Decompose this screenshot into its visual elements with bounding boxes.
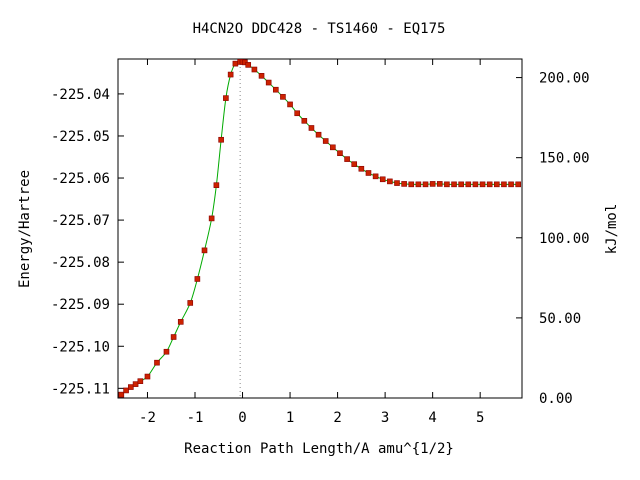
data-point <box>436 181 443 187</box>
data-point <box>472 181 479 188</box>
x-tick-label: 2 <box>333 410 341 426</box>
data-point <box>194 276 201 282</box>
y-tick-label: -225.07 <box>51 213 110 229</box>
data-point <box>401 181 407 187</box>
data-point <box>137 378 144 384</box>
data-point <box>415 181 422 188</box>
data-point <box>272 86 279 93</box>
data-point <box>232 60 239 67</box>
data-point <box>201 247 208 254</box>
data-point <box>322 138 329 144</box>
y-tick-label: -225.08 <box>51 255 110 271</box>
data-point <box>501 181 507 188</box>
data-point <box>465 181 472 188</box>
data-point <box>387 178 393 185</box>
data-point <box>287 101 293 108</box>
data-point <box>227 71 234 78</box>
data-point <box>265 79 272 86</box>
y2-axis-label: kJ/mol <box>604 204 620 255</box>
data-point <box>301 118 308 124</box>
data-point <box>315 131 322 138</box>
x-tick-label: 1 <box>286 410 294 426</box>
y-axis-label: Energy/Hartree <box>17 170 33 288</box>
data-point <box>218 136 224 143</box>
series-line <box>120 61 519 396</box>
data-point <box>379 176 386 183</box>
series-layer <box>118 59 521 398</box>
y2-tick-label: 50.00 <box>539 311 581 327</box>
data-point <box>208 215 215 222</box>
y-tick-label: -225.05 <box>51 129 110 145</box>
data-point <box>444 181 450 188</box>
axes-layer: -2 -1 0 1 2 3 4 5 -225.04 -225.05 -225.06 -225.07 -2… <box>51 59 590 426</box>
data-point <box>154 359 160 366</box>
data-point <box>344 156 350 162</box>
y2-tick-label: 100.00 <box>539 231 590 247</box>
data-point <box>365 170 372 176</box>
y2-tick-label: 200.00 <box>539 71 590 87</box>
data-point <box>132 381 139 387</box>
data-point <box>422 181 429 188</box>
y-tick-label: -225.04 <box>51 87 110 103</box>
data-point <box>308 125 315 131</box>
y-tick-label: -225.11 <box>51 381 110 397</box>
x-tick-label: -2 <box>139 410 156 426</box>
data-point <box>458 181 464 188</box>
plot-frame <box>117 58 523 399</box>
data-point <box>337 150 343 157</box>
data-point <box>358 165 365 172</box>
data-point <box>258 73 265 79</box>
data-point <box>494 181 500 188</box>
data-point <box>128 384 134 390</box>
chart-title: H4CN2O DDC428 - TS1460 - EQ175 <box>193 21 446 37</box>
data-point <box>251 66 258 73</box>
x-tick-label: 4 <box>428 410 436 426</box>
data-point <box>408 181 415 188</box>
y-tick-label: -225.06 <box>51 171 110 187</box>
x-tick-label: 5 <box>476 410 484 426</box>
data-point <box>223 95 229 101</box>
data-point <box>294 110 300 117</box>
y2-tick-label: 150.00 <box>539 151 590 167</box>
data-point <box>515 181 521 188</box>
data-point <box>351 161 358 167</box>
data-point <box>394 180 400 186</box>
data-point <box>245 62 252 68</box>
y-tick-label: -225.09 <box>51 297 110 313</box>
data-point <box>170 334 177 340</box>
data-point <box>123 387 129 394</box>
data-point <box>372 173 379 180</box>
data-point <box>187 300 194 306</box>
x-axis-label: Reaction Path Length/A amu^{1/2} <box>184 441 454 457</box>
data-point <box>486 181 493 188</box>
data-point <box>177 319 184 325</box>
data-point <box>479 181 486 188</box>
data-point <box>144 373 151 380</box>
data-point <box>451 181 457 188</box>
y-tick-label: -225.10 <box>51 339 110 355</box>
x-tick-label: 0 <box>238 410 246 426</box>
data-point <box>280 94 286 100</box>
x-tick-label: 3 <box>381 410 389 426</box>
y2-tick-label: 0.00 <box>539 391 573 407</box>
data-point <box>330 144 336 151</box>
x-tick-label: -1 <box>187 410 204 426</box>
data-point <box>508 181 514 188</box>
data-point <box>213 182 220 188</box>
data-point <box>118 391 125 398</box>
data-point <box>163 348 170 355</box>
data-point <box>429 181 436 187</box>
